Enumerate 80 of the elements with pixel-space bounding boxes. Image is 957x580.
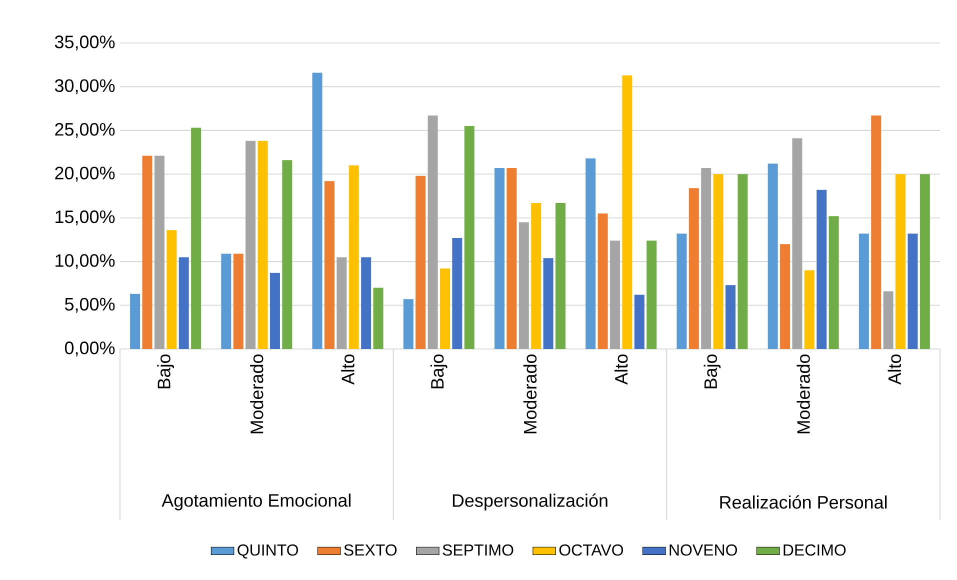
bar [701, 168, 712, 349]
bar [858, 234, 869, 349]
bar [246, 140, 256, 349]
bar [191, 128, 202, 349]
legend-label: NOVENO [670, 544, 738, 556]
legend-label: SEXTO [344, 544, 397, 556]
x-tick-label: Bajo [157, 354, 174, 388]
bar [506, 168, 517, 349]
bar [312, 72, 322, 349]
bar [738, 174, 748, 349]
x-tick-label: Alto [614, 354, 628, 385]
bar [713, 174, 724, 349]
x-tick-label: Moderado [250, 354, 264, 434]
bar [598, 213, 608, 349]
bar [416, 176, 426, 349]
bar [828, 216, 839, 349]
bar [634, 294, 644, 349]
bar [531, 202, 542, 349]
legend-label: QUINTO [238, 544, 298, 559]
bar [726, 285, 736, 349]
bar [282, 160, 292, 349]
bar [688, 188, 699, 349]
legend-label: DECIMO [784, 544, 846, 556]
bar [221, 254, 232, 349]
bar [792, 138, 802, 349]
y-tick-label: 35,00% [54, 36, 115, 50]
bar [348, 165, 359, 349]
bar [555, 202, 566, 349]
legend-label: OCTAVO [559, 544, 624, 556]
y-tick-label: 15,00% [56, 210, 115, 226]
bar [258, 140, 268, 349]
x-tick-label: Alto [888, 354, 902, 385]
y-tick-label: 25,00% [55, 122, 115, 138]
y-tick-label: 0,00% [64, 342, 115, 356]
bar [142, 156, 152, 349]
bar [178, 257, 189, 349]
bar [816, 190, 827, 349]
bar [130, 294, 140, 349]
bar [403, 299, 414, 349]
y-tick-label: 20,00% [55, 166, 115, 182]
bar [464, 126, 474, 349]
bar [871, 116, 882, 349]
bar [780, 244, 790, 349]
text: Agotamiento Emocional [162, 494, 350, 510]
x-tick-label: Moderado [523, 354, 537, 434]
bar [361, 257, 372, 349]
y-tick-label: 5,00% [64, 298, 115, 313]
bar [896, 174, 906, 349]
y-tick-label: 30,00% [54, 79, 115, 94]
x-tick-label: Moderado [796, 354, 810, 434]
x-tick-label: Bajo [704, 354, 721, 388]
bar [543, 258, 554, 349]
bar [440, 268, 450, 349]
bar [768, 164, 778, 349]
bar [804, 270, 814, 349]
bar [908, 234, 918, 349]
bar [622, 75, 632, 349]
y-tick-label: 10,00% [56, 254, 115, 269]
x-tick-label: Bajo [430, 354, 448, 388]
bar [270, 272, 280, 349]
bar [336, 257, 347, 349]
bar [154, 156, 164, 349]
legend-label: SEPTIMO [442, 544, 514, 556]
bar [452, 238, 462, 349]
bar [883, 291, 894, 349]
bar [428, 116, 438, 349]
bar [373, 288, 384, 349]
bar [518, 222, 529, 349]
bar [494, 168, 504, 349]
text: Realización Personal [720, 495, 887, 509]
bar [233, 254, 244, 349]
bar [324, 181, 334, 349]
text: Despersonalización [452, 493, 608, 510]
bar [646, 240, 657, 349]
bar [610, 240, 620, 349]
bar [166, 230, 177, 349]
bar [586, 158, 596, 349]
x-tick-label: Alto [341, 354, 354, 385]
bar [676, 234, 687, 349]
bar [920, 174, 930, 349]
